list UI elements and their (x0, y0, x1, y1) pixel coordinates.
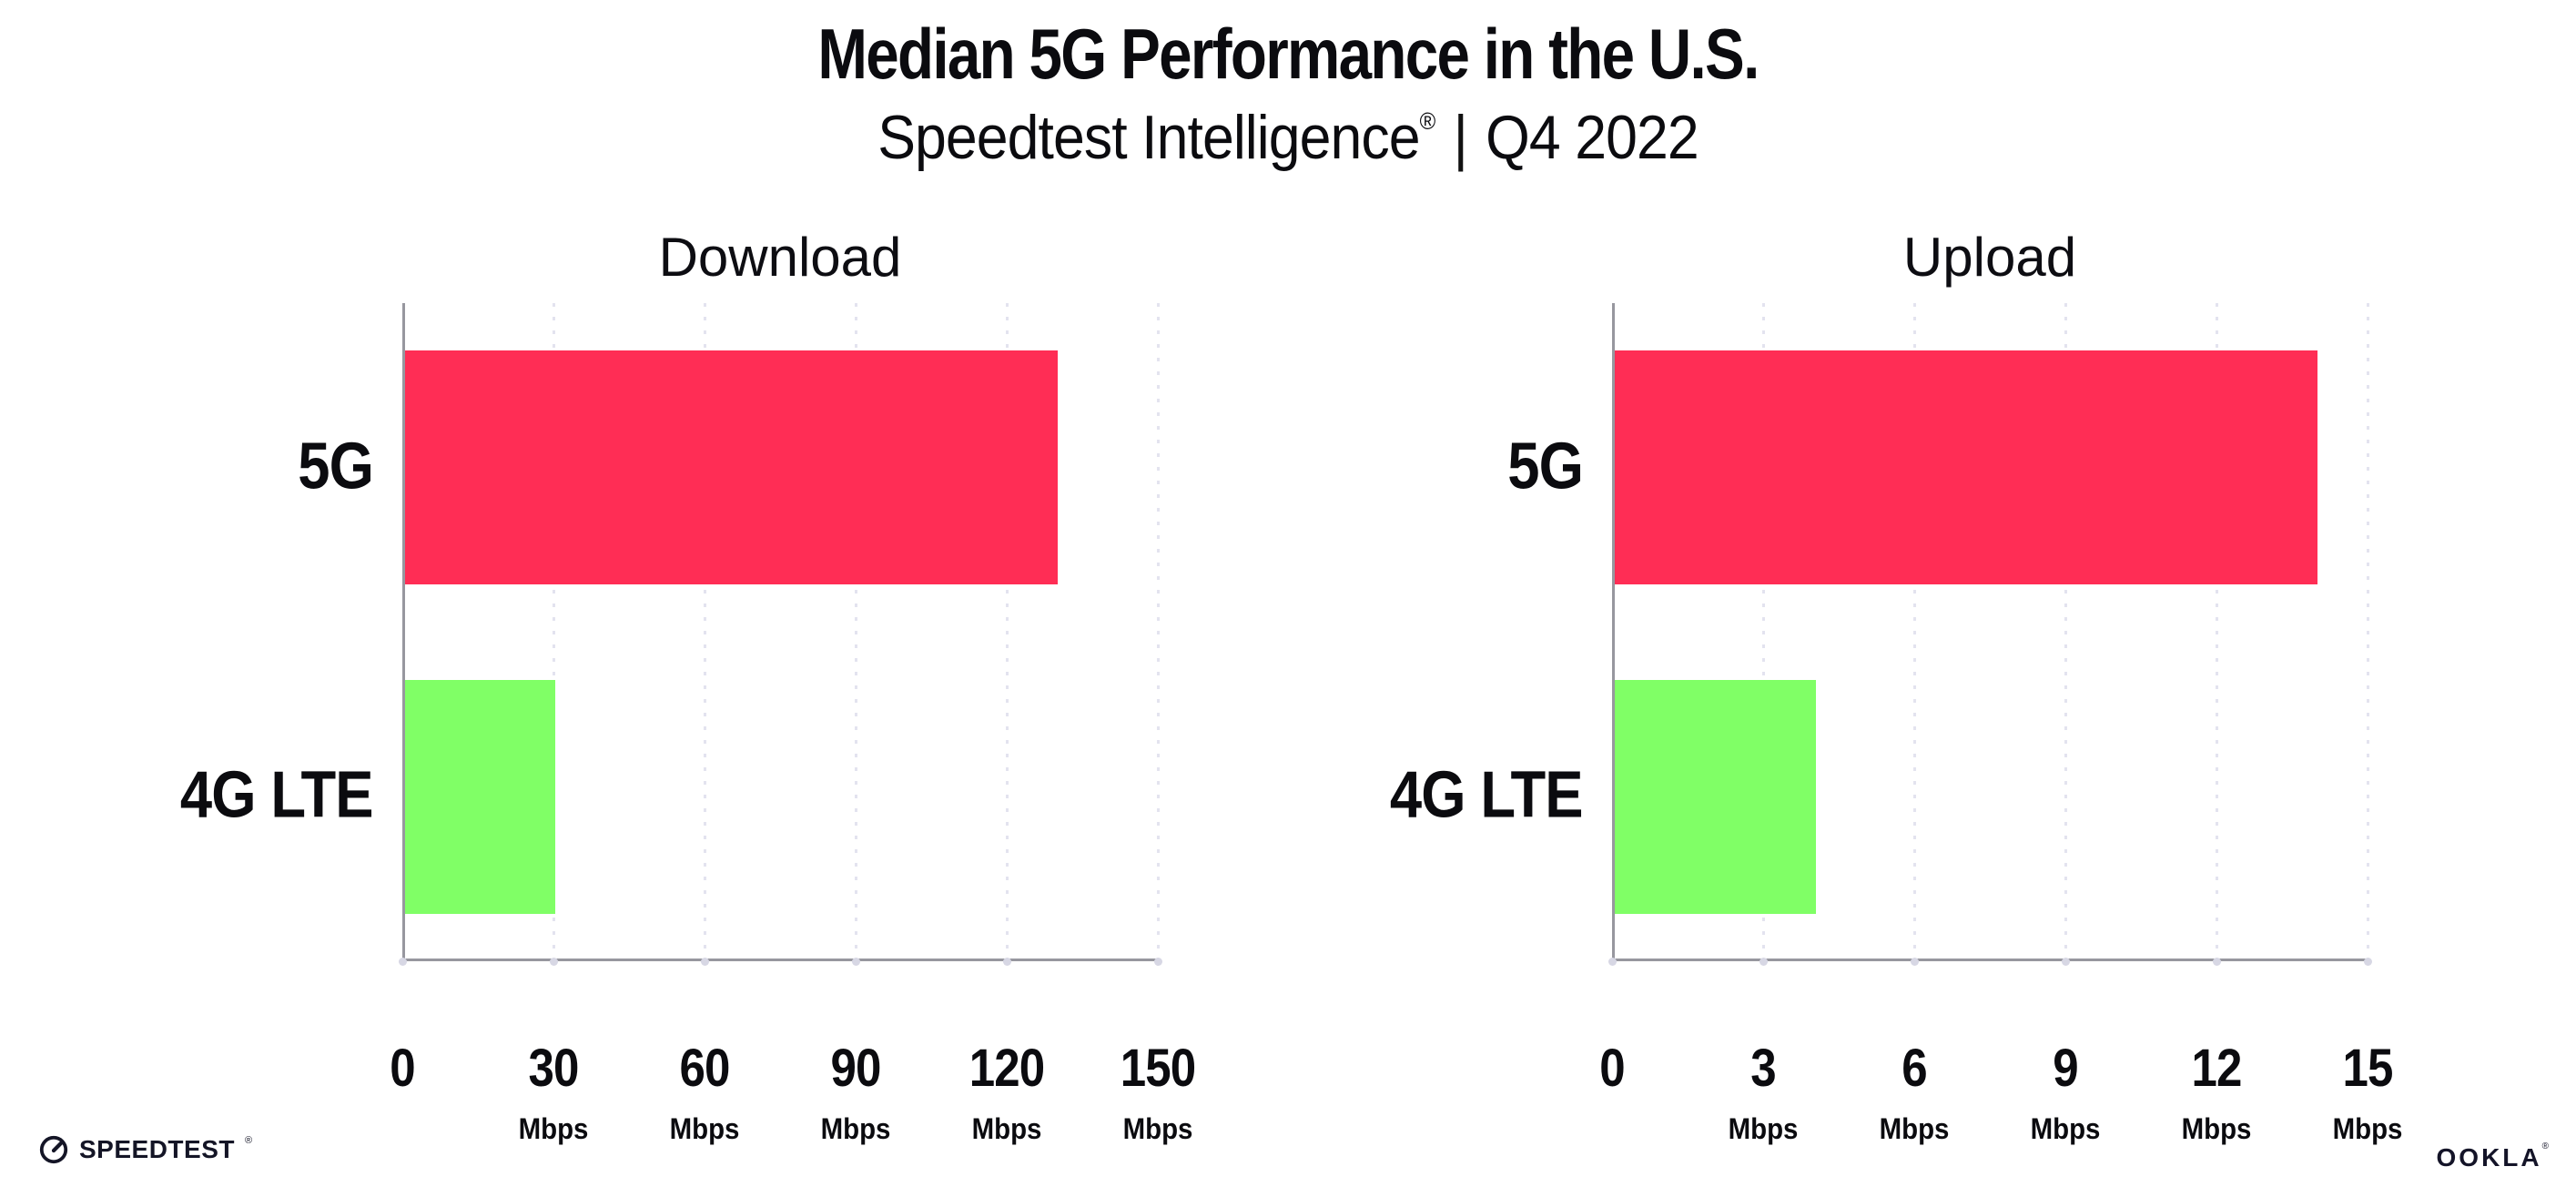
download-tick-label-90: 90 (830, 1039, 881, 1098)
upload-tick-unit-15: Mbps (2332, 1112, 2403, 1145)
upload-tick-label-3: 3 (1750, 1039, 1776, 1098)
upload-tick-unit-3: Mbps (1728, 1112, 1799, 1145)
page-subtitle: Speedtest Intelligence® | Q4 2022 (103, 102, 2473, 173)
download-tick-label-120: 120 (969, 1039, 1045, 1098)
subtitle-separator: | (1453, 103, 1468, 172)
download-tick-unit-60: Mbps (669, 1112, 740, 1145)
download-tick-unit-90: Mbps (820, 1112, 891, 1145)
upload-gridline-6 (1912, 303, 1916, 961)
speedtest-logo: SPEEDTEST ® (38, 1134, 252, 1165)
download-tick-label-60: 60 (679, 1039, 730, 1098)
download-gridline-120 (1005, 303, 1009, 961)
ookla-registered-mark: ® (2541, 1141, 2549, 1151)
page-title: Median 5G Performance in the U.S. (817, 14, 1760, 94)
subtitle-brand: Speedtest Intelligence (877, 103, 1420, 172)
upload-gridline-9 (2064, 303, 2067, 961)
download-category-label-5g: 5G (298, 430, 374, 503)
download-tick-mark-30 (549, 957, 558, 966)
download-gridline-90 (854, 303, 857, 961)
download-bar-4g-lte (405, 679, 556, 914)
download-gridline-30 (552, 303, 555, 961)
upload-tick-mark-15 (2363, 957, 2372, 966)
upload-gridline-3 (1761, 303, 1765, 961)
download-tick-mark-60 (700, 957, 709, 966)
speedtest-wordmark: SPEEDTEST (79, 1135, 235, 1163)
download-chart-title: Download (658, 227, 902, 288)
upload-tick-mark-9 (2061, 957, 2070, 966)
download-gridline-60 (703, 303, 706, 961)
download-tick-mark-120 (1002, 957, 1011, 966)
download-tick-label-150: 150 (1120, 1039, 1196, 1098)
upload-bar-5g (1615, 350, 2317, 585)
download-tick-label-30: 30 (528, 1039, 579, 1098)
upload-tick-unit-6: Mbps (1879, 1112, 1950, 1145)
upload-tick-label-0: 0 (1599, 1039, 1625, 1098)
download-category-label-4g-lte: 4G LTE (180, 758, 374, 832)
upload-tick-unit-9: Mbps (2030, 1112, 2101, 1145)
speedtest-gauge-icon (39, 1135, 68, 1164)
download-tick-mark-90 (851, 957, 860, 966)
upload-tick-label-9: 9 (2053, 1039, 2078, 1098)
upload-category-label-4g-lte: 4G LTE (1390, 758, 1584, 832)
upload-tick-mark-3 (1759, 957, 1768, 966)
upload-tick-mark-0 (1607, 957, 1617, 966)
download-tick-unit-120: Mbps (971, 1112, 1042, 1145)
upload-tick-label-15: 15 (2342, 1039, 2393, 1098)
upload-chart-title: Upload (1902, 227, 2077, 288)
speedtest-registered-mark: ® (244, 1135, 253, 1146)
download-gridline-150 (1156, 303, 1160, 961)
ookla-wordmark: OOKLA (2436, 1143, 2542, 1172)
download-tick-unit-30: Mbps (518, 1112, 589, 1145)
upload-tick-label-12: 12 (2191, 1039, 2242, 1098)
download-plot-area (402, 303, 1158, 961)
upload-tick-unit-12: Mbps (2181, 1112, 2252, 1145)
ookla-logo: OOKLA ® (2436, 1141, 2549, 1172)
upload-tick-mark-6 (1910, 957, 1919, 966)
upload-tick-label-6: 6 (1902, 1039, 1927, 1098)
upload-gridline-15 (2366, 303, 2369, 961)
subtitle-period: Q4 2022 (1486, 103, 1699, 172)
upload-bar-4g-lte (1615, 679, 1816, 914)
download-tick-mark-0 (398, 957, 407, 966)
upload-category-label-5g: 5G (1507, 430, 1584, 503)
download-bar-5g (405, 350, 1058, 585)
upload-plot-area (1612, 303, 2368, 961)
download-tick-label-0: 0 (390, 1039, 415, 1098)
download-tick-unit-150: Mbps (1122, 1112, 1193, 1145)
upload-tick-mark-12 (2212, 957, 2221, 966)
registered-trademark-mark: ® (1419, 107, 1436, 135)
download-tick-mark-150 (1153, 957, 1162, 966)
upload-gridline-12 (2215, 303, 2218, 961)
